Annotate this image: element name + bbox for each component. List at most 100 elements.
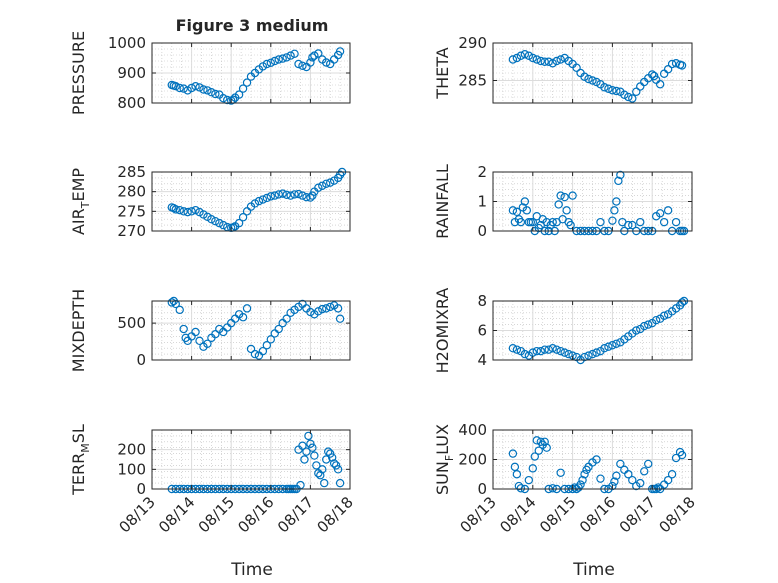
data-point: [564, 349, 573, 359]
x-tick-label: 08/14: [155, 493, 198, 536]
axes-box: [492, 42, 693, 104]
data-point: [270, 56, 279, 66]
data-point: [520, 349, 530, 359]
y-tick-label: 280: [117, 183, 146, 201]
data-point: [510, 462, 520, 472]
data-point: [663, 65, 673, 74]
data-point: [199, 85, 208, 94]
data-point: [566, 220, 575, 230]
data-point: [608, 86, 617, 95]
data-point: [578, 475, 587, 485]
data-point: [187, 207, 196, 216]
data-point: [238, 84, 248, 93]
data-point: [628, 94, 637, 103]
data-point: [310, 51, 319, 60]
axes-box: [151, 300, 351, 361]
data-point: [655, 80, 665, 89]
data-point: [540, 57, 549, 66]
data-point: [335, 47, 345, 56]
data-point: [298, 191, 307, 200]
data-point: [329, 55, 339, 64]
data-point: [677, 298, 687, 307]
data-point: [628, 475, 637, 485]
y-tick-label: 270: [117, 222, 146, 240]
data-point: [616, 459, 625, 469]
data-point: [572, 63, 581, 72]
data-point: [596, 217, 605, 227]
data-point: [294, 189, 303, 199]
x-axis-label-left: Time: [230, 560, 273, 580]
y-tick-label: 400: [458, 421, 487, 439]
data-point: [306, 58, 315, 67]
data-point: [648, 70, 657, 79]
data-point: [532, 436, 541, 445]
data-point: [312, 461, 321, 470]
y-tick-label: 0: [136, 480, 146, 498]
data-point: [331, 461, 341, 470]
data-point: [528, 464, 538, 473]
x-axis-label-right: Time: [572, 560, 615, 580]
data-point: [322, 304, 331, 313]
panel-rainfall: 0 1 2 RAINFALL: [433, 163, 693, 240]
data-point: [167, 298, 176, 307]
data-point: [316, 471, 325, 480]
data-point: [512, 53, 522, 63]
data-point: [516, 51, 526, 60]
data-point: [556, 55, 565, 64]
data-point: [333, 465, 343, 474]
data-point: [548, 59, 557, 68]
data-point: [274, 55, 283, 64]
y-tick-label: 2: [477, 163, 487, 181]
data-point: [522, 206, 532, 215]
data-point: [308, 53, 317, 62]
data-point: [294, 59, 303, 69]
y-axis-label: PRESSURE: [69, 31, 88, 115]
y-tick-label: 0: [477, 480, 487, 498]
y-tick-label: 285: [117, 163, 146, 181]
data-point: [624, 220, 633, 230]
data-point: [300, 455, 309, 464]
data-point: [306, 439, 315, 448]
data-point: [310, 451, 319, 460]
y-tick-label: 100: [117, 460, 146, 478]
x-tick-label: 08/14: [496, 493, 539, 536]
data-point: [191, 327, 200, 337]
data-point: [195, 83, 204, 92]
data-point: [219, 220, 228, 230]
data-point: [508, 55, 518, 64]
data-point: [659, 217, 669, 227]
data-point: [644, 320, 653, 329]
figure-title: Figure 3 medium: [176, 16, 329, 35]
data-point: [179, 207, 188, 216]
data-point: [203, 339, 212, 348]
data-point: [508, 344, 518, 353]
data-point: [580, 352, 589, 362]
data-point: [308, 191, 317, 200]
data-point: [322, 455, 331, 464]
data-point: [298, 441, 307, 450]
data-point: [560, 348, 569, 357]
data-point: [191, 81, 200, 91]
data-point: [512, 345, 522, 354]
data-point: [262, 193, 272, 203]
data-point: [211, 216, 220, 226]
data-point: [600, 344, 609, 353]
data-point: [588, 349, 597, 359]
data-point: [298, 61, 307, 71]
data-point: [286, 191, 295, 200]
data-point: [335, 314, 345, 323]
axes-box: [151, 429, 351, 490]
data-point: [211, 89, 220, 99]
y-tick-label: 4: [477, 351, 487, 369]
data-point: [628, 220, 637, 230]
data-point: [258, 195, 268, 204]
data-point: [554, 200, 563, 209]
data-point: [326, 449, 335, 458]
data-point: [614, 176, 623, 186]
data-point: [532, 346, 541, 356]
x-tick-label: 08/13: [116, 493, 159, 536]
data-point: [238, 213, 248, 222]
data-point: [278, 54, 287, 63]
